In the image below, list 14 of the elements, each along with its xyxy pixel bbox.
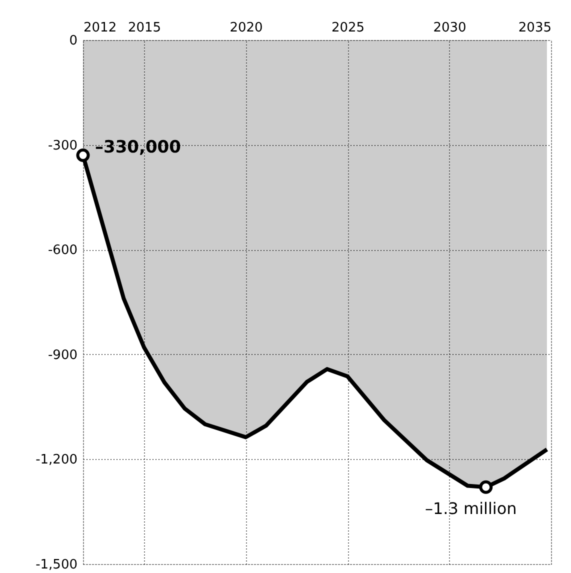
x-tick-label: 2012 bbox=[84, 20, 117, 36]
x-tick-label: 2025 bbox=[331, 20, 365, 36]
y-tick-label: -900 bbox=[48, 348, 78, 363]
x-tick-label: 2015 bbox=[128, 20, 162, 36]
annotation: –1.3 million bbox=[424, 499, 517, 518]
y-tick-label: 0 bbox=[69, 34, 78, 48]
annotation: –330,000 bbox=[95, 137, 182, 158]
y-tick-label: -600 bbox=[48, 243, 78, 258]
y-tick-label: -1,200 bbox=[36, 452, 78, 468]
y-tick-label: -1,500 bbox=[36, 558, 78, 572]
x-tick-label: 2035 bbox=[518, 20, 552, 36]
x-tick-label: 2030 bbox=[433, 20, 466, 36]
x-tick-label: 2020 bbox=[230, 20, 263, 36]
y-tick-label: -300 bbox=[48, 138, 78, 154]
